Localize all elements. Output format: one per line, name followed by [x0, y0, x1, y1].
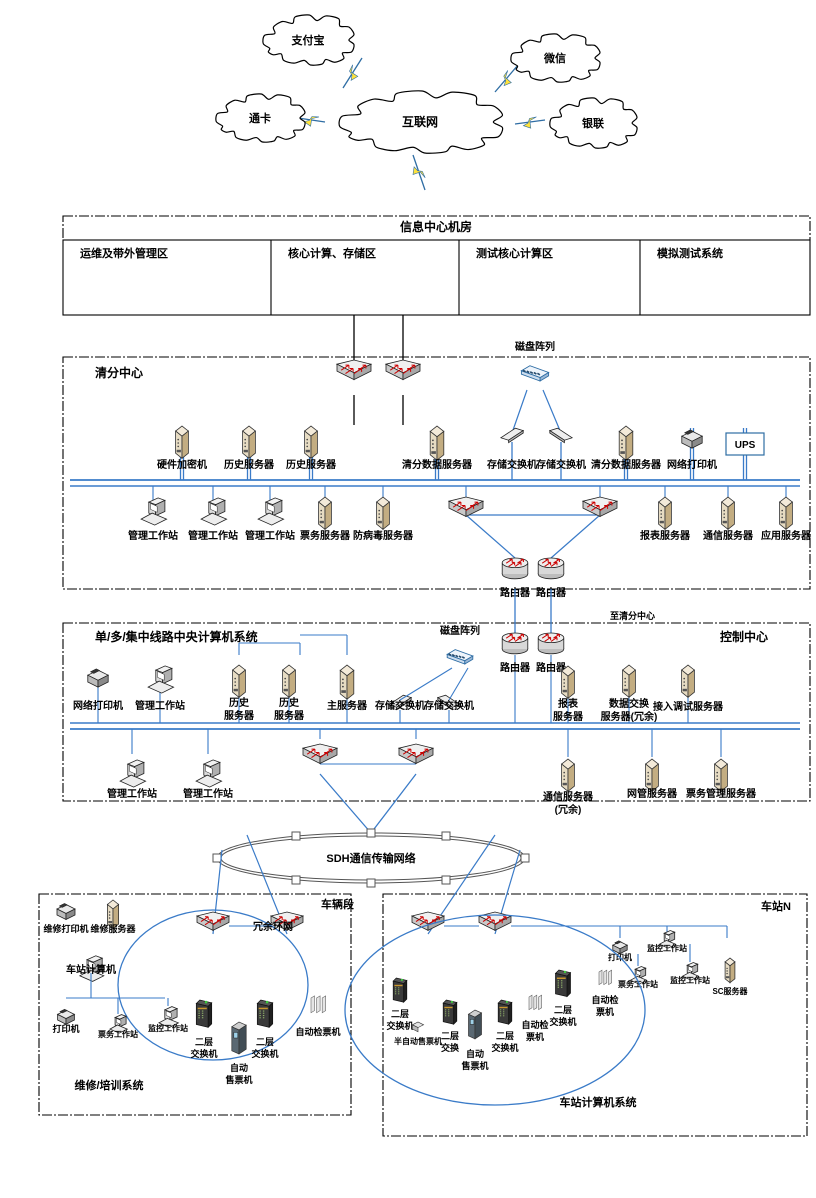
svg-text:车站N: 车站N	[761, 899, 791, 913]
svg-text:维修/培训系统: 维修/培训系统	[74, 1078, 143, 1092]
svg-text:微信: 微信	[543, 51, 566, 65]
svg-text:车辆段: 车辆段	[321, 897, 354, 911]
svg-text:打印机: 打印机	[52, 1023, 79, 1034]
svg-text:路由器: 路由器	[500, 661, 531, 674]
svg-text:存储交换机: 存储交换机	[424, 699, 474, 712]
svg-text:核心计算、存储区: 核心计算、存储区	[288, 246, 376, 260]
svg-text:防病毒服务器: 防病毒服务器	[353, 529, 414, 542]
svg-text:通卡: 通卡	[249, 111, 271, 125]
svg-text:UPS: UPS	[735, 440, 756, 451]
svg-text:管理工作站: 管理工作站	[188, 529, 238, 542]
svg-text:至清分中心: 至清分中心	[610, 610, 655, 621]
svg-text:票务服务器: 票务服务器	[300, 529, 351, 542]
svg-text:监控工作站: 监控工作站	[647, 943, 687, 953]
svg-text:网络打印机: 网络打印机	[667, 458, 717, 471]
svg-text:监控工作站: 监控工作站	[670, 975, 710, 985]
svg-text:存储交换机: 存储交换机	[487, 458, 537, 471]
svg-text:清分数据服务器: 清分数据服务器	[402, 458, 473, 471]
svg-text:测试核心计算区: 测试核心计算区	[476, 246, 553, 260]
svg-text:历史服务器: 历史服务器	[224, 458, 275, 471]
svg-text:互联网: 互联网	[402, 115, 438, 129]
svg-text:票务工作站: 票务工作站	[97, 1029, 138, 1039]
svg-text:信息中心机房: 信息中心机房	[400, 219, 472, 234]
svg-text:支付宝: 支付宝	[291, 33, 325, 47]
svg-text:银联: 银联	[582, 116, 604, 130]
svg-text:管理工作站: 管理工作站	[107, 787, 157, 800]
svg-text:车站计算机系统: 车站计算机系统	[560, 1095, 637, 1109]
svg-text:主服务器: 主服务器	[327, 699, 368, 712]
svg-text:单/多/集中线路中央计算机系统: 单/多/集中线路中央计算机系统	[95, 629, 258, 644]
svg-text:通信服务器: 通信服务器	[703, 529, 754, 542]
svg-text:票务管理服务器: 票务管理服务器	[686, 787, 757, 800]
svg-text:历史服务器: 历史服务器	[286, 458, 337, 471]
svg-text:维修服务器: 维修服务器	[90, 923, 136, 934]
svg-text:接入调试服务器: 接入调试服务器	[653, 700, 724, 713]
svg-text:SDH通信传输网络: SDH通信传输网络	[326, 851, 415, 865]
svg-text:维修打印机: 维修打印机	[43, 923, 88, 934]
svg-text:冗余环网: 冗余环网	[253, 920, 293, 933]
svg-text:磁盘阵列: 磁盘阵列	[515, 340, 555, 353]
svg-text:监控工作站: 监控工作站	[148, 1023, 188, 1033]
svg-text:自动检票机: 自动检票机	[295, 1026, 340, 1037]
svg-text:清分中心: 清分中心	[95, 365, 143, 380]
svg-text:硬件加密机: 硬件加密机	[157, 458, 207, 471]
svg-text:清分数据服务器: 清分数据服务器	[591, 458, 662, 471]
svg-text:管理工作站: 管理工作站	[135, 699, 185, 712]
svg-text:运维及带外管理区: 运维及带外管理区	[80, 246, 168, 260]
svg-text:管理工作站: 管理工作站	[245, 529, 295, 542]
svg-text:网络打印机: 网络打印机	[73, 699, 123, 712]
svg-text:存储交换机: 存储交换机	[375, 699, 425, 712]
svg-text:管理工作站: 管理工作站	[128, 529, 178, 542]
svg-text:SC服务器: SC服务器	[712, 986, 748, 996]
svg-text:报表服务器: 报表服务器	[640, 529, 691, 542]
svg-text:模拟测试系统: 模拟测试系统	[657, 246, 723, 260]
svg-text:控制中心: 控制中心	[720, 629, 768, 644]
svg-text:网管服务器: 网管服务器	[627, 787, 678, 800]
svg-text:磁盘阵列: 磁盘阵列	[440, 624, 480, 637]
svg-text:应用服务器: 应用服务器	[761, 529, 812, 542]
svg-text:半自动售票机: 半自动售票机	[394, 1036, 442, 1046]
svg-text:管理工作站: 管理工作站	[183, 787, 233, 800]
svg-text:存储交换机: 存储交换机	[536, 458, 586, 471]
